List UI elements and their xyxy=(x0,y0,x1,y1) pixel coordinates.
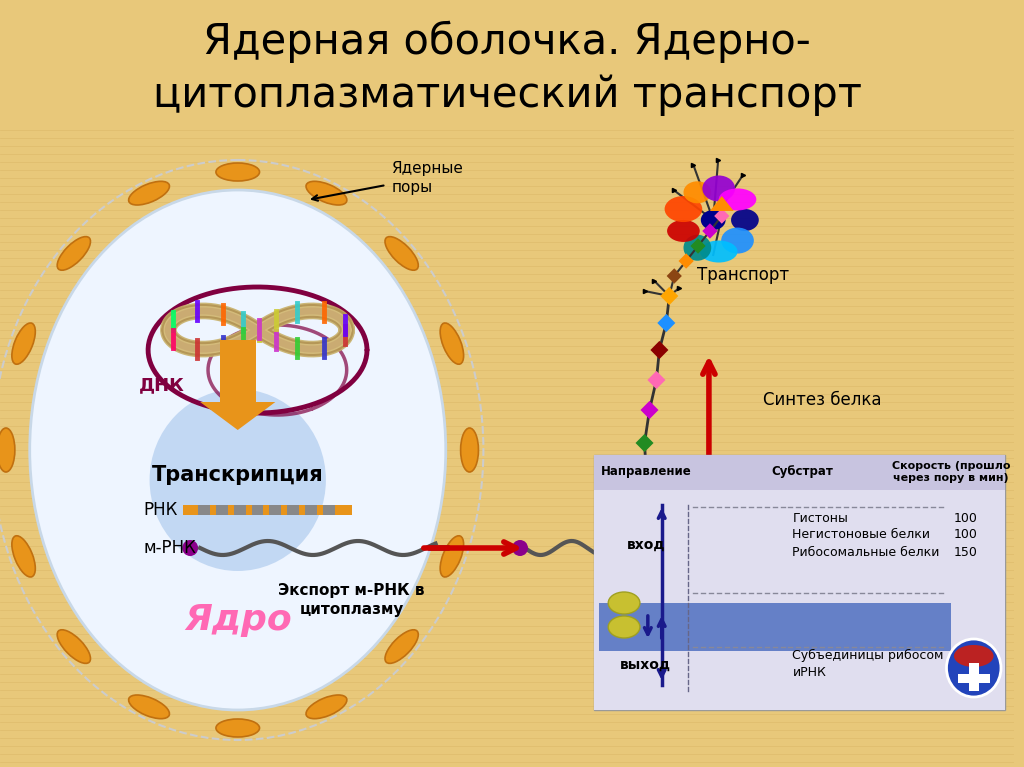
Polygon shape xyxy=(702,223,718,239)
Ellipse shape xyxy=(702,176,735,202)
Text: Рибосомальные белки: Рибосомальные белки xyxy=(793,545,940,558)
Ellipse shape xyxy=(440,323,464,364)
Text: Ядро: Ядро xyxy=(184,603,292,637)
Polygon shape xyxy=(710,196,733,211)
Bar xyxy=(216,505,227,515)
Polygon shape xyxy=(660,287,678,305)
Polygon shape xyxy=(640,401,658,419)
Text: ДНК: ДНК xyxy=(138,376,184,394)
Ellipse shape xyxy=(385,236,418,270)
Text: Транспорт: Транспорт xyxy=(697,266,790,284)
Ellipse shape xyxy=(216,719,259,737)
Text: Гистоны: Гистоны xyxy=(793,512,848,525)
Text: ~ 5: ~ 5 xyxy=(954,649,977,661)
Text: 150: 150 xyxy=(954,545,978,558)
Text: Ядерные
поры: Ядерные поры xyxy=(391,161,463,195)
Text: м-РНК: м-РНК xyxy=(143,539,197,557)
Text: < 1: < 1 xyxy=(954,667,977,680)
Ellipse shape xyxy=(719,189,757,210)
Bar xyxy=(594,455,1006,710)
Ellipse shape xyxy=(640,529,689,567)
Bar xyxy=(183,505,351,515)
Ellipse shape xyxy=(30,190,445,710)
Text: выход: выход xyxy=(621,658,672,672)
Circle shape xyxy=(512,540,528,556)
Ellipse shape xyxy=(683,181,712,203)
Ellipse shape xyxy=(129,181,169,205)
Ellipse shape xyxy=(608,616,640,638)
Text: Ядерная оболочка. Ядерно-: Ядерная оболочка. Ядерно- xyxy=(204,21,811,63)
Ellipse shape xyxy=(721,228,754,254)
Bar xyxy=(957,674,989,683)
Circle shape xyxy=(182,540,198,556)
Ellipse shape xyxy=(306,695,347,719)
Ellipse shape xyxy=(57,236,90,270)
Ellipse shape xyxy=(57,630,90,663)
Text: 100: 100 xyxy=(954,512,978,525)
Text: вход: вход xyxy=(627,538,666,552)
Text: иРНК: иРНК xyxy=(793,667,826,680)
Ellipse shape xyxy=(306,181,347,205)
Ellipse shape xyxy=(683,235,712,261)
Bar xyxy=(969,663,979,691)
Ellipse shape xyxy=(12,323,35,364)
Bar xyxy=(233,505,246,515)
Polygon shape xyxy=(200,402,275,430)
Text: Скорость (прошло
через пору в мин): Скорость (прошло через пору в мин) xyxy=(892,461,1011,482)
Bar xyxy=(252,505,263,515)
Text: Трансляция: Трансляция xyxy=(623,594,726,612)
Polygon shape xyxy=(690,239,706,254)
Polygon shape xyxy=(714,209,729,224)
Ellipse shape xyxy=(385,630,418,663)
Polygon shape xyxy=(645,504,664,522)
Ellipse shape xyxy=(700,210,726,230)
Bar xyxy=(220,340,256,402)
Bar xyxy=(198,505,210,515)
Text: Синтез белка: Синтез белка xyxy=(764,391,882,409)
Text: цитоплазматический транспорт: цитоплазматический транспорт xyxy=(153,74,861,116)
Ellipse shape xyxy=(954,645,993,667)
Bar xyxy=(323,505,335,515)
Polygon shape xyxy=(667,268,682,284)
Ellipse shape xyxy=(946,639,1001,697)
Bar xyxy=(305,505,317,515)
Polygon shape xyxy=(679,253,694,268)
Ellipse shape xyxy=(699,241,737,262)
Text: 100: 100 xyxy=(954,528,978,542)
Bar xyxy=(269,505,282,515)
Bar xyxy=(599,603,951,651)
Bar xyxy=(594,455,1006,490)
Ellipse shape xyxy=(608,592,640,614)
Text: Негистоновые белки: Негистоновые белки xyxy=(793,528,931,542)
Polygon shape xyxy=(647,371,666,389)
Ellipse shape xyxy=(667,220,699,242)
Bar xyxy=(594,490,1006,710)
Polygon shape xyxy=(638,469,655,487)
Ellipse shape xyxy=(461,428,478,472)
Ellipse shape xyxy=(150,389,326,571)
Polygon shape xyxy=(657,314,676,332)
Ellipse shape xyxy=(216,163,259,181)
Ellipse shape xyxy=(665,196,702,222)
Text: Субстрат: Субстрат xyxy=(771,466,834,479)
Ellipse shape xyxy=(129,695,169,719)
Ellipse shape xyxy=(0,428,15,472)
Text: Транскрипция: Транскрипция xyxy=(152,465,324,485)
Text: Экспорт м-РНК в
цитоплазму: Экспорт м-РНК в цитоплазму xyxy=(279,583,425,617)
Text: РНК: РНК xyxy=(143,501,178,519)
Ellipse shape xyxy=(12,536,35,577)
Polygon shape xyxy=(636,434,653,452)
Text: Направление: Направление xyxy=(600,466,691,479)
Text: Субъединицы рибосом: Субъединицы рибосом xyxy=(793,648,944,662)
Polygon shape xyxy=(650,341,669,359)
Ellipse shape xyxy=(731,209,759,231)
Bar xyxy=(288,505,299,515)
Ellipse shape xyxy=(440,536,464,577)
